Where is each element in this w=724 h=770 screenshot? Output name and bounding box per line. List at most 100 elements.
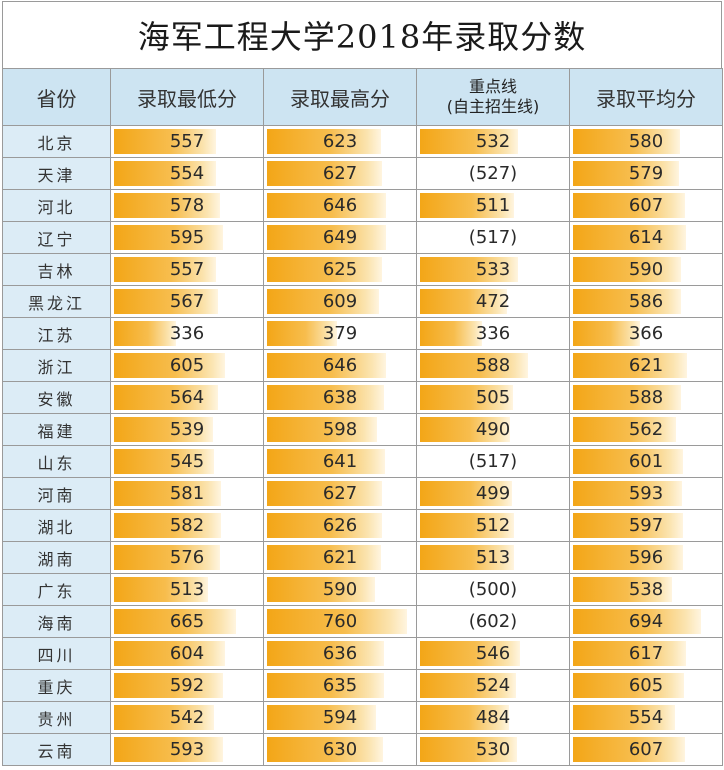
- min-score-cell: 513: [110, 573, 264, 606]
- avg-score-cell: 607: [569, 189, 723, 222]
- score-value: 588: [475, 355, 511, 376]
- score-value: 511: [475, 195, 511, 216]
- score-bar: [573, 193, 685, 218]
- max-score-cell: 636: [263, 637, 417, 670]
- score-value: 557: [169, 259, 205, 280]
- score-value: 379: [322, 323, 358, 344]
- score-bar: [573, 449, 684, 474]
- score-bar: [267, 225, 387, 250]
- score-value: 601: [628, 451, 664, 472]
- min-score-cell: 557: [110, 125, 264, 158]
- min-score-cell: 545: [110, 445, 264, 478]
- score-value: 586: [628, 291, 664, 312]
- score-bar: [420, 385, 513, 410]
- table-row: 湖北 582 626 512 597: [2, 509, 723, 542]
- score-bar: [114, 353, 226, 378]
- header-province: 省份: [2, 68, 111, 126]
- score-value: 607: [628, 739, 664, 760]
- avg-score-cell: 601: [569, 445, 723, 478]
- table-row: 四川 604 636 546 617: [2, 637, 723, 670]
- avg-score-cell: 607: [569, 733, 723, 766]
- score-bar: [573, 225, 686, 250]
- score-value: (527): [468, 163, 518, 184]
- score-value: 564: [169, 387, 205, 408]
- score-value: 593: [628, 483, 664, 504]
- min-score-cell: 582: [110, 509, 264, 542]
- score-value: (500): [468, 579, 518, 600]
- score-value: 532: [475, 131, 511, 152]
- score-value: 539: [169, 419, 205, 440]
- min-score-cell: 542: [110, 701, 264, 734]
- score-value: 366: [628, 323, 664, 344]
- table-row: 北京 557 623 532 580: [2, 125, 723, 158]
- min-score-cell: 605: [110, 349, 264, 382]
- table-row: 贵州 542 594 484 554: [2, 701, 723, 734]
- key-line-cell: 472: [416, 285, 570, 318]
- score-value: 533: [475, 259, 511, 280]
- key-line-cell: 505: [416, 381, 570, 414]
- score-bar: [114, 513, 221, 538]
- max-score-cell: 641: [263, 445, 417, 478]
- table-row: 黑龙江 567 609 472 586: [2, 285, 723, 318]
- score-value: 546: [475, 643, 511, 664]
- score-value: 595: [169, 227, 205, 248]
- score-bar: [573, 481, 682, 506]
- max-score-cell: 646: [263, 189, 417, 222]
- key-line-cell: 484: [416, 701, 570, 734]
- score-value: 484: [475, 707, 511, 728]
- score-value: 336: [475, 323, 511, 344]
- max-score-cell: 609: [263, 285, 417, 318]
- score-value: 627: [322, 163, 358, 184]
- score-bar: [267, 577, 376, 602]
- table-body: 北京 557 623 532 580 天津 554 627 (527) 579 河北 578 646 51…: [2, 125, 723, 766]
- max-score-cell: 623: [263, 125, 417, 158]
- header-key-line-sub: (自主招生线): [446, 97, 540, 116]
- header-row: 省份 录取最低分 录取最高分 重点线 (自主招生线) 录取平均分: [2, 68, 723, 126]
- table-row: 海南 665 760 (602) 694: [2, 605, 723, 638]
- score-value: 590: [628, 259, 664, 280]
- score-value: 630: [322, 739, 358, 760]
- score-value: 578: [169, 195, 205, 216]
- header-key-line-main: 重点线: [468, 77, 517, 96]
- max-score-cell: 627: [263, 477, 417, 510]
- avg-score-cell: 621: [569, 349, 723, 382]
- key-line-cell: (500): [416, 573, 570, 606]
- key-line-cell: (517): [416, 445, 570, 478]
- score-bar: [114, 321, 176, 346]
- score-value: 562: [628, 419, 664, 440]
- min-score-cell: 665: [110, 605, 264, 638]
- min-score-cell: 593: [110, 733, 264, 766]
- max-score-cell: 598: [263, 413, 417, 446]
- score-value: (517): [468, 451, 518, 472]
- min-score-cell: 595: [110, 221, 264, 254]
- score-value: 641: [322, 451, 358, 472]
- province-cell: 湖北: [2, 509, 111, 542]
- score-value: 598: [322, 419, 358, 440]
- header-min-score: 录取最低分: [110, 68, 264, 126]
- score-value: 582: [169, 515, 205, 536]
- score-value: 580: [628, 131, 664, 152]
- key-line-cell: 532: [416, 125, 570, 158]
- avg-score-cell: 617: [569, 637, 723, 670]
- max-score-cell: 621: [263, 541, 417, 574]
- province-cell: 安徽: [2, 381, 111, 414]
- score-bar: [573, 289, 681, 314]
- score-bar: [420, 129, 518, 154]
- score-bar: [573, 705, 675, 730]
- page-title: 海军工程大学2018年录取分数: [2, 1, 722, 68]
- score-value: 545: [169, 451, 205, 472]
- score-bar: [420, 705, 509, 730]
- header-avg-score: 录取平均分: [569, 68, 723, 126]
- score-bar: [267, 289, 379, 314]
- score-value: 621: [322, 547, 358, 568]
- min-score-cell: 578: [110, 189, 264, 222]
- score-value: 627: [322, 483, 358, 504]
- score-bar: [114, 545, 220, 570]
- avg-score-cell: 366: [569, 317, 723, 350]
- avg-score-cell: 614: [569, 221, 723, 254]
- score-bar: [267, 161, 383, 186]
- score-bar: [267, 609, 407, 634]
- province-cell: 吉林: [2, 253, 111, 286]
- min-score-cell: 539: [110, 413, 264, 446]
- max-score-cell: 638: [263, 381, 417, 414]
